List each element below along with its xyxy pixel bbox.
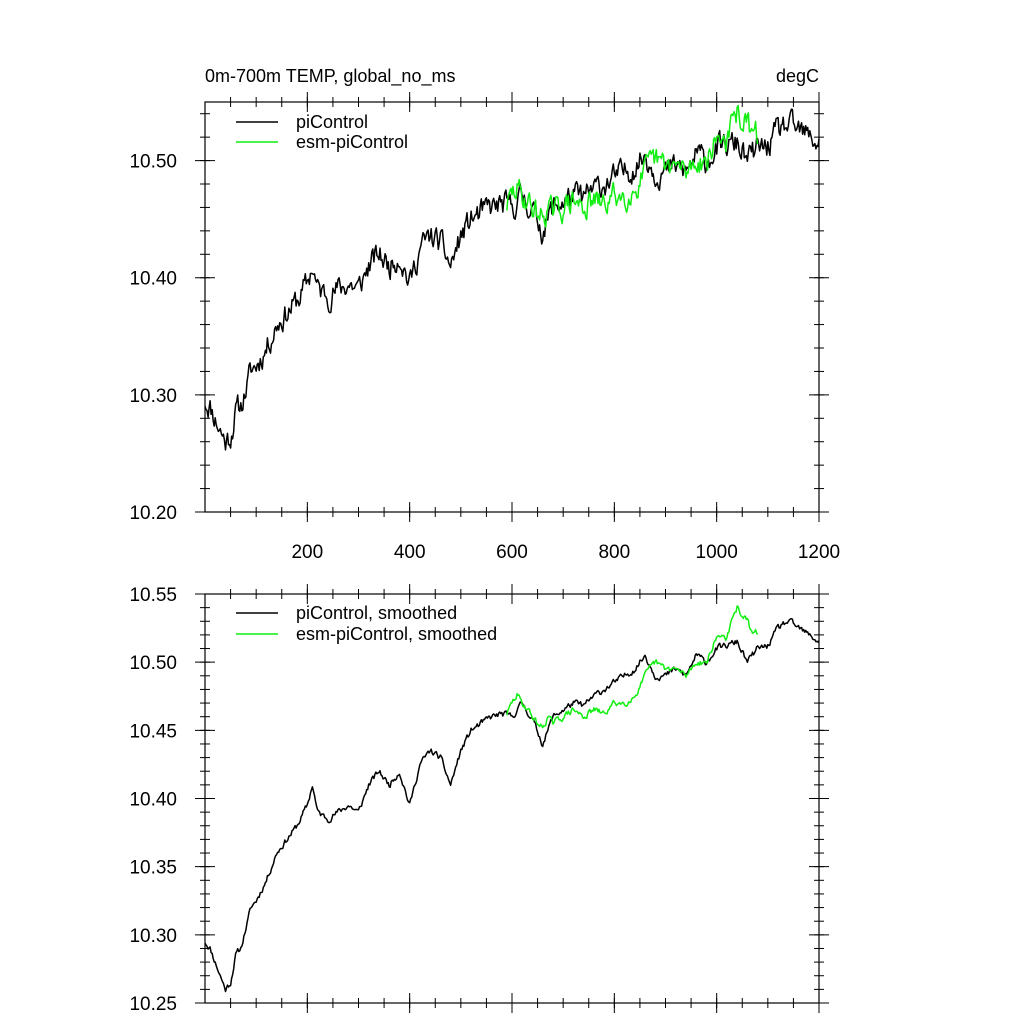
legend-label: piControl [296, 112, 368, 132]
y-tick-label: 10.40 [129, 269, 177, 290]
series-line-picontrol [204, 108, 820, 451]
y-tick-label: 10.40 [129, 790, 177, 811]
chart-title: 0m-700m TEMP, global_no_ms [205, 66, 455, 87]
legend-label: esm-piControl, smoothed [296, 624, 497, 644]
x-tick-label: 600 [496, 542, 528, 563]
plot-frame [204, 101, 820, 513]
series-line-esm-picontrol [506, 104, 759, 228]
y-tick-label: 10.50 [129, 653, 177, 674]
top-panel: 200 400 600 800 1000 1200 10.20 10.30 10.40 10.50… [129, 66, 840, 563]
x-tick-label: 1200 [798, 542, 840, 563]
units-label: degC [776, 66, 819, 86]
x-tick-label: 1000 [696, 542, 738, 563]
legend-label: esm-piControl [296, 132, 408, 152]
y-tick-label: 10.50 [129, 152, 177, 173]
legend-label: piControl, smoothed [296, 603, 457, 623]
y-tick-label: 10.20 [129, 503, 177, 524]
series-line-picontrol-smoothed [204, 617, 820, 993]
x-tick-label: 800 [598, 542, 630, 563]
y-tick-label: 10.30 [129, 926, 177, 947]
y-tick-label: 10.25 [129, 994, 177, 1015]
x-tick-label: 400 [394, 542, 426, 563]
y-tick-label: 10.35 [129, 858, 177, 879]
series-line-esm-picontrol-smoothed [506, 605, 759, 729]
y-tick-label: 10.30 [129, 386, 177, 407]
y-tick-label: 10.45 [129, 721, 177, 742]
x-tick-label: 200 [291, 542, 323, 563]
plot-frame [204, 593, 820, 1004]
y-tick-label: 10.55 [129, 585, 177, 606]
bottom-panel: 10.25 10.30 10.35 10.40 10.45 10.50 10.55 piCon… [129, 584, 829, 1015]
